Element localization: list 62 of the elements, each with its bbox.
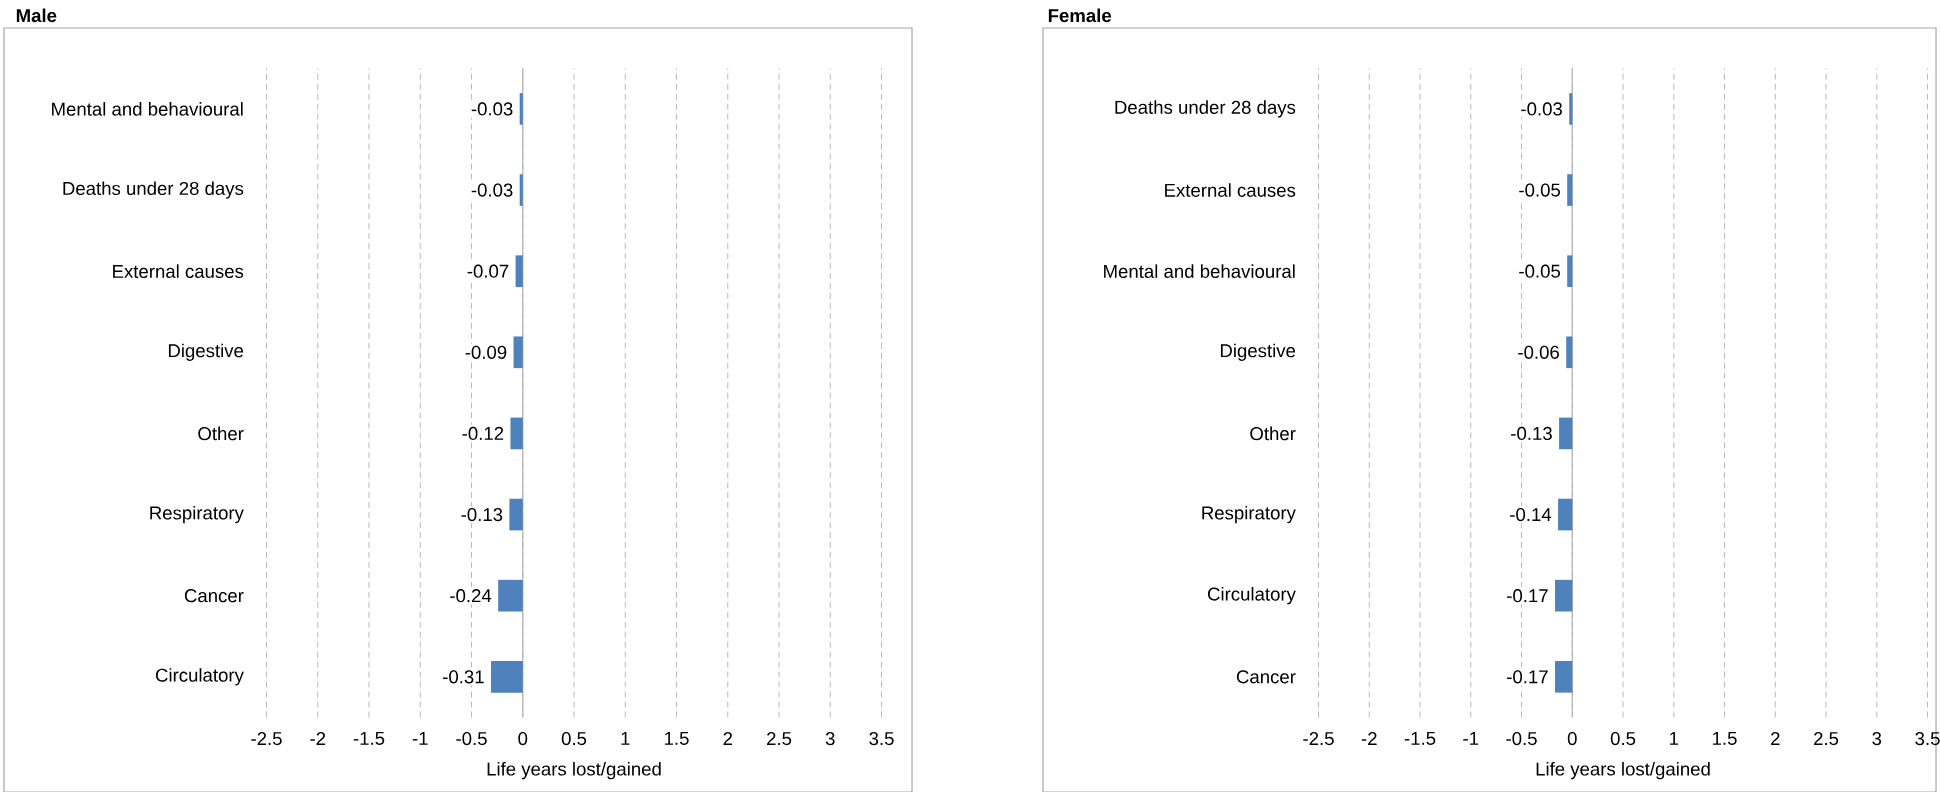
- y-tick-label: Cancer: [184, 589, 244, 603]
- data-label: -0.14: [1510, 507, 1552, 522]
- x-tick-label: 0.5: [561, 731, 587, 746]
- x-tick-label: -1.5: [353, 731, 385, 745]
- y-tick-label: Other: [1250, 426, 1296, 441]
- data-label: -0.13: [1511, 426, 1552, 441]
- y-tick-label: Cancer: [1236, 670, 1296, 684]
- y-tick-label: Other: [198, 426, 244, 441]
- data-label: -0.06: [1518, 345, 1559, 359]
- x-tick-label: 0.5: [1610, 731, 1636, 746]
- x-tick-label: 3.5: [869, 731, 894, 746]
- x-tick-label: -1: [412, 731, 428, 745]
- y-tick-label: Digestive: [1220, 343, 1296, 361]
- data-label: -0.07: [467, 264, 509, 278]
- data-label: -0.17: [1507, 670, 1548, 684]
- x-tick-label: 1.5: [1713, 731, 1737, 745]
- x-tick-label: -2.5: [1303, 731, 1334, 746]
- data-label: -0.05: [1519, 264, 1561, 278]
- x-tick-label: 1: [1670, 731, 1679, 745]
- x-tick-label: -1.5: [1404, 731, 1436, 745]
- data-label: -0.13: [461, 507, 503, 522]
- x-tick-label: 1.5: [665, 731, 689, 745]
- y-tick-label: Circulatory: [1207, 587, 1296, 605]
- data-label: -0.24: [450, 589, 492, 603]
- y-tick-label: Mental and behavioural: [52, 102, 243, 116]
- x-tick-label: 2.5: [1814, 731, 1839, 746]
- x-tick-label: -0.5: [456, 731, 487, 746]
- y-tick-label: Respiratory: [150, 505, 244, 524]
- data-label: -0.03: [1521, 102, 1563, 116]
- data-label: -0.03: [471, 102, 513, 116]
- x-tick-label: 2.5: [767, 731, 792, 746]
- text: Female: [1048, 8, 1112, 23]
- data-label: -0.05: [1519, 183, 1561, 197]
- x-axis-title: Life years lost/gained: [1536, 761, 1710, 780]
- x-tick-label: -2: [1361, 731, 1377, 745]
- x-tick-label: 3.5: [1915, 731, 1940, 746]
- y-tick-label: External causes: [113, 264, 244, 279]
- x-tick-label: 2: [723, 731, 733, 745]
- y-tick-label: Deaths under 28 days: [63, 181, 244, 199]
- x-tick-label: 3: [1872, 731, 1882, 746]
- text: Male: [16, 8, 57, 23]
- x-tick-label: 0: [518, 731, 528, 746]
- y-tick-label: Mental and behavioural: [1104, 264, 1295, 279]
- data-label: -0.17: [1507, 589, 1548, 603]
- y-tick-label: Circulatory: [155, 668, 244, 686]
- y-tick-label: Deaths under 28 days: [1115, 100, 1296, 118]
- x-tick-label: 2: [1771, 731, 1780, 745]
- y-tick-label: External causes: [1165, 183, 1296, 197]
- data-label: -0.31: [443, 670, 484, 684]
- x-tick-label: -2.5: [251, 731, 282, 746]
- x-tick-label: -2: [310, 731, 326, 745]
- x-tick-label: -0.5: [1506, 731, 1537, 746]
- x-tick-label: -1: [1463, 731, 1479, 745]
- x-tick-label: 1: [621, 731, 630, 745]
- x-tick-label: 0: [1567, 731, 1577, 746]
- y-tick-label: Respiratory: [1202, 505, 1296, 524]
- data-label: -0.09: [465, 345, 507, 359]
- y-tick-label: Digestive: [168, 343, 244, 361]
- x-axis-title: Life years lost/gained: [487, 761, 661, 780]
- data-label: -0.12: [462, 426, 504, 441]
- data-label: -0.03: [471, 183, 513, 197]
- x-tick-label: 3: [825, 731, 835, 746]
